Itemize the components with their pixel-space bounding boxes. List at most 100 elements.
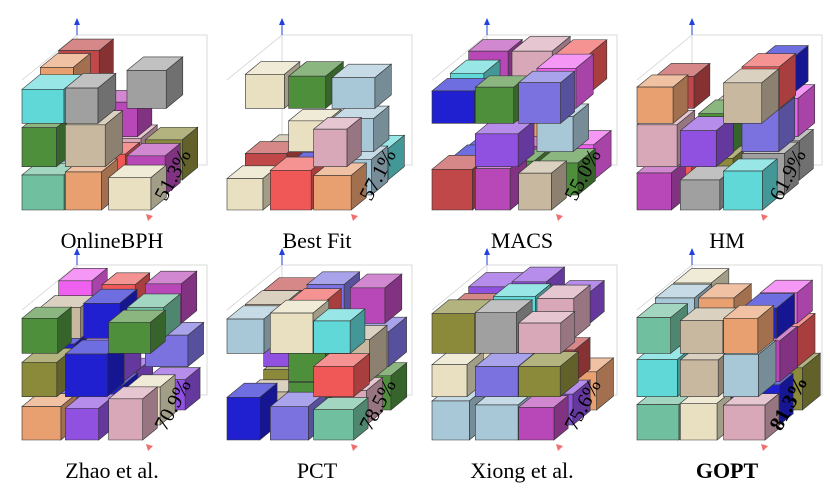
box-front [331, 77, 376, 109]
box-front [226, 397, 261, 441]
container-edge [431, 264, 488, 311]
box-front [636, 172, 672, 211]
box-front [431, 400, 470, 441]
box-front [680, 403, 718, 441]
box-front [21, 127, 57, 167]
box-front [313, 409, 354, 441]
box-front [108, 321, 151, 354]
packing-panel: 55.0%MACS [431, 18, 618, 253]
axis-x-head [351, 444, 358, 451]
box-front [431, 364, 468, 397]
axis-x-head [556, 444, 563, 451]
box-front [65, 124, 106, 167]
box-front [65, 407, 100, 441]
box-front [65, 171, 102, 211]
box-front [536, 116, 574, 152]
method-name: Best Fit [282, 228, 351, 253]
method-name: Zhao et al. [65, 458, 158, 483]
box-front [226, 178, 264, 211]
box-front [65, 353, 108, 397]
box-front [313, 320, 351, 354]
packing-panel: 61.9%HM [636, 18, 823, 253]
box-front [475, 86, 514, 124]
box-front [636, 317, 671, 354]
box-front [313, 366, 355, 397]
box-front [21, 406, 62, 441]
box-front [723, 354, 759, 397]
box-front [723, 404, 766, 441]
box-front [226, 318, 265, 354]
box-front [431, 168, 473, 211]
method-name: MACS [491, 228, 553, 253]
box-front [245, 74, 285, 109]
container-edge [431, 34, 488, 81]
box-front [723, 82, 763, 124]
box-front [108, 398, 143, 441]
container-edge [226, 264, 283, 311]
box-front [431, 90, 475, 124]
box-front [270, 312, 314, 354]
box-front [21, 362, 58, 397]
box-front [636, 359, 678, 397]
box-front [270, 406, 309, 441]
box-front [680, 130, 717, 167]
axis-z-head [74, 18, 80, 25]
box-front [723, 318, 759, 354]
axis-x-head [146, 214, 153, 221]
box-front [288, 75, 326, 109]
box-front [431, 313, 475, 354]
box-front [313, 128, 348, 167]
box-front [65, 87, 99, 124]
box-front [680, 179, 721, 211]
box-front [475, 404, 519, 441]
axis-x-head [351, 214, 358, 221]
container-edge [21, 264, 78, 311]
box-front [723, 170, 763, 211]
method-name: Xiong et al. [470, 458, 573, 483]
box-front [475, 366, 519, 397]
box-front [636, 86, 674, 124]
box-front [518, 322, 562, 354]
box-front [21, 89, 65, 124]
box-front [636, 404, 680, 441]
axis-z-head [279, 248, 285, 255]
box-front [313, 175, 352, 211]
box-front [475, 312, 517, 354]
box-front [108, 177, 152, 211]
packing-panel: 57.1%Best Fit [226, 18, 413, 253]
box-front [475, 168, 511, 211]
axis-z-head [484, 248, 490, 255]
box-front [680, 320, 724, 354]
box-front [475, 133, 519, 167]
box-front [518, 366, 561, 397]
box-front [518, 172, 552, 211]
method-name: OnlineBPH [61, 228, 164, 253]
axis-z-head [689, 18, 695, 25]
box-front [21, 317, 58, 354]
axis-x-head [556, 214, 563, 221]
container-edge [226, 34, 283, 81]
method-name: GOPT [696, 458, 759, 483]
container-edge [21, 34, 78, 81]
packing-panel: 81.3%GOPT [636, 248, 823, 483]
packing-panel: 78.5%PCT [226, 248, 413, 483]
axis-z-head [484, 18, 490, 25]
packing-panel: 51.3%OnlineBPH [21, 18, 208, 253]
axis-x-head [761, 214, 768, 221]
packing-panel: 70.9%Zhao et al. [21, 248, 208, 483]
axis-z-head [279, 18, 285, 25]
axis-x-head [761, 444, 768, 451]
packing-panel: 75.6%Xiong et al. [431, 248, 618, 483]
box-front [518, 407, 555, 441]
axis-x-head [146, 444, 153, 451]
method-name: PCT [297, 458, 338, 483]
container-edge [636, 34, 693, 81]
box-front [126, 70, 167, 109]
box-front [518, 82, 561, 124]
box-front [270, 170, 312, 211]
box-front [680, 359, 719, 397]
axis-z-head [689, 248, 695, 255]
container-edge [636, 264, 693, 311]
method-name: HM [709, 228, 744, 253]
